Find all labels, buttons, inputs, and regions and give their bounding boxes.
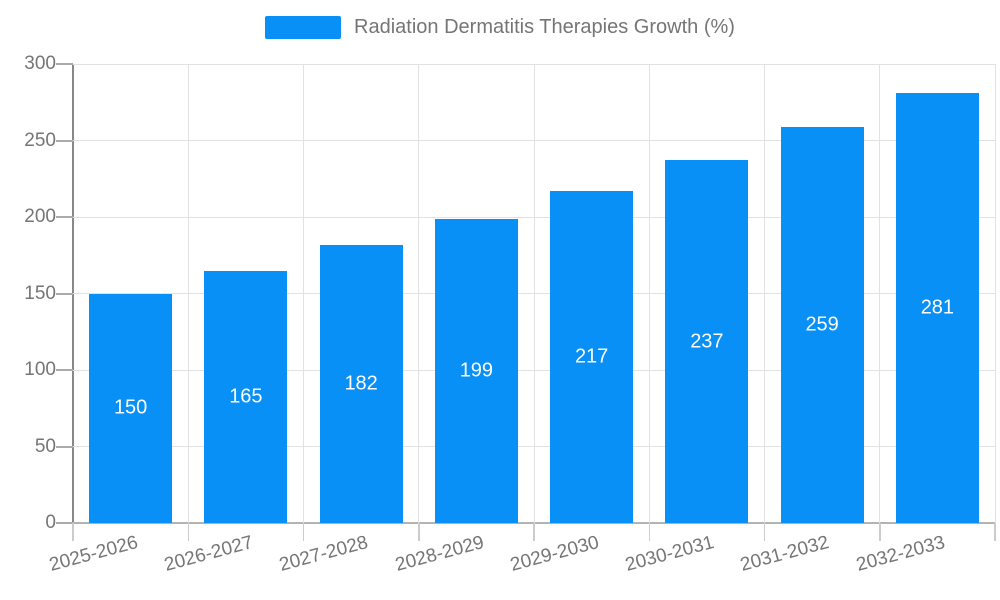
bar[interactable]: 217 [550, 191, 634, 523]
bar[interactable]: 259 [780, 126, 864, 523]
x-axis-tick [302, 523, 305, 541]
bar-value-label: 199 [459, 359, 494, 382]
y-axis-tick [56, 445, 73, 448]
y-axis-tick-label: 250 [24, 129, 56, 151]
gridline-vertical [303, 64, 304, 523]
bar-value-label: 237 [690, 330, 724, 353]
x-axis-tick [72, 523, 74, 541]
y-axis-tick [56, 63, 73, 65]
gridline-vertical [187, 64, 189, 523]
x-axis-tick-label: 2029-2030 [507, 532, 602, 576]
x-axis-tick-label: 2025-2026 [46, 532, 141, 576]
x-axis-tick [994, 523, 996, 541]
bar[interactable]: 165 [204, 270, 288, 523]
y-axis-tick-label: 300 [24, 53, 56, 74]
bar-value-label: 150 [113, 396, 148, 419]
x-axis-tick [533, 523, 535, 541]
x-axis-tick-label: 2028-2029 [392, 532, 486, 576]
bar-value-label: 281 [920, 296, 955, 319]
bar[interactable]: 237 [665, 160, 749, 523]
bar-value-label: 165 [229, 385, 263, 408]
y-axis-tick-label: 200 [24, 206, 56, 227]
bar[interactable]: 199 [434, 218, 518, 523]
x-axis-tick [187, 523, 189, 541]
y-axis-tick [56, 139, 73, 142]
x-axis-tick-label: 2026-2027 [162, 532, 256, 576]
y-axis-tick [56, 369, 73, 371]
x-axis-tick-label: 2032-2033 [853, 532, 947, 576]
x-axis-tick-label: 2030-2031 [623, 532, 717, 576]
legend-swatch[interactable] [265, 16, 342, 39]
x-axis-tick [763, 523, 766, 541]
bar-value-label: 217 [574, 345, 609, 368]
bar-value-label: 259 [805, 313, 839, 336]
x-axis-tick [418, 523, 420, 541]
y-axis-tick-label: 150 [24, 282, 56, 304]
y-axis-tick-label: 100 [24, 359, 56, 380]
bar[interactable]: 281 [895, 93, 979, 523]
bar-value-label: 182 [344, 372, 378, 395]
bar[interactable]: 182 [319, 244, 403, 523]
x-axis-tick [879, 523, 881, 541]
gridline-vertical [418, 64, 420, 523]
legend-label: Radiation Dermatitis Therapies Growth (%… [354, 16, 735, 38]
plot-area: 150 165 182 199 217 237 259 281 [73, 63, 996, 523]
y-axis-tick-label: 0 [45, 512, 56, 533]
x-axis-tick-label: 2027-2028 [277, 532, 371, 576]
gridline-vertical [648, 64, 650, 523]
x-axis-tick [648, 523, 650, 541]
x-axis-tick-label: 2031-2032 [738, 532, 832, 576]
y-axis-tick [56, 522, 73, 524]
bar[interactable]: 150 [89, 293, 173, 523]
y-axis-tick [56, 292, 73, 295]
gridline-vertical [533, 64, 535, 523]
y-axis-tick [56, 216, 73, 218]
gridline-vertical [764, 64, 765, 523]
y-axis-tick-label: 50 [34, 435, 56, 457]
gridline-vertical [879, 64, 881, 523]
legend[interactable]: Radiation Dermatitis Therapies Growth (%… [0, 16, 1000, 39]
gridline-vertical [994, 64, 996, 523]
